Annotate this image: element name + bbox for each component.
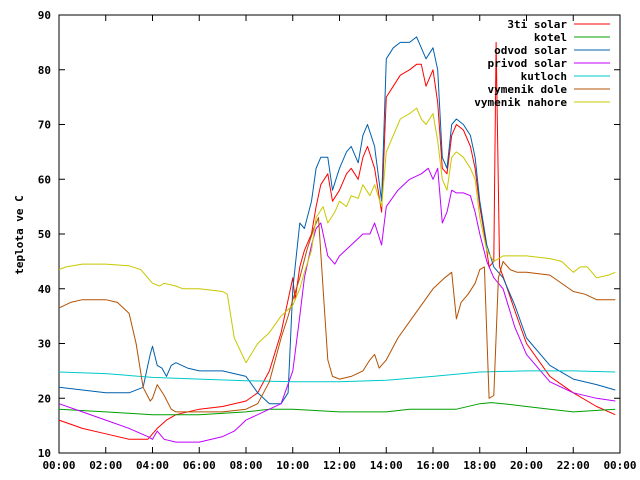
- series-lines: [58, 36, 616, 443]
- x-tick-label: 12:00: [323, 459, 356, 472]
- y-axis-label: teplota ve C: [13, 195, 26, 274]
- legend-label: odvod solar: [494, 44, 567, 57]
- series-line-3ti-solar: [58, 41, 616, 440]
- y-tick-label: 30: [38, 338, 51, 351]
- y-tick-label: 50: [38, 228, 51, 241]
- series-line-privod-solar: [58, 167, 616, 443]
- x-tick-label: 00:00: [603, 459, 636, 472]
- axis-ticks: [58, 14, 621, 454]
- x-tick-label: 10:00: [276, 459, 309, 472]
- legend-label: 3ti solar: [507, 18, 567, 31]
- x-tick-labels: 00:00 02:00 04:00 06:00 08:00 10:00 12:00 14:00…: [42, 459, 636, 472]
- legend-label: vymenik nahore: [474, 96, 567, 109]
- y-tick-label: 20: [38, 392, 51, 405]
- y-tick-label: 70: [38, 119, 51, 132]
- y-tick-label: 80: [38, 64, 51, 77]
- legend-label: kutloch: [521, 70, 567, 83]
- series-line-odvod-solar: [58, 36, 616, 405]
- series-line-kutloch: [58, 370, 616, 383]
- x-tick-label: 22:00: [557, 459, 590, 472]
- legend-label: vymenik dole: [488, 83, 568, 96]
- y-tick-labels: 10 20 30 40 50 60 70 80 90: [38, 9, 51, 460]
- series-line-vymenik-dole: [58, 217, 616, 413]
- series-line-vymenik-nahore: [58, 107, 616, 364]
- x-tick-label: 08:00: [229, 459, 262, 472]
- y-tick-label: 90: [38, 9, 51, 22]
- x-tick-label: 06:00: [183, 459, 216, 472]
- y-tick-label: 60: [38, 173, 51, 186]
- x-tick-label: 02:00: [89, 459, 122, 472]
- y-tick-label: 10: [38, 447, 51, 460]
- x-tick-label: 20:00: [510, 459, 543, 472]
- legend-label: kotel: [534, 31, 567, 44]
- x-tick-label: 00:00: [42, 459, 75, 472]
- x-tick-label: 14:00: [370, 459, 403, 472]
- x-tick-label: 18:00: [463, 459, 496, 472]
- series-line-kotel: [58, 402, 616, 416]
- x-tick-label: 04:00: [136, 459, 169, 472]
- y-tick-label: 40: [38, 283, 51, 296]
- x-tick-label: 16:00: [416, 459, 449, 472]
- legend-label: privod solar: [488, 57, 568, 70]
